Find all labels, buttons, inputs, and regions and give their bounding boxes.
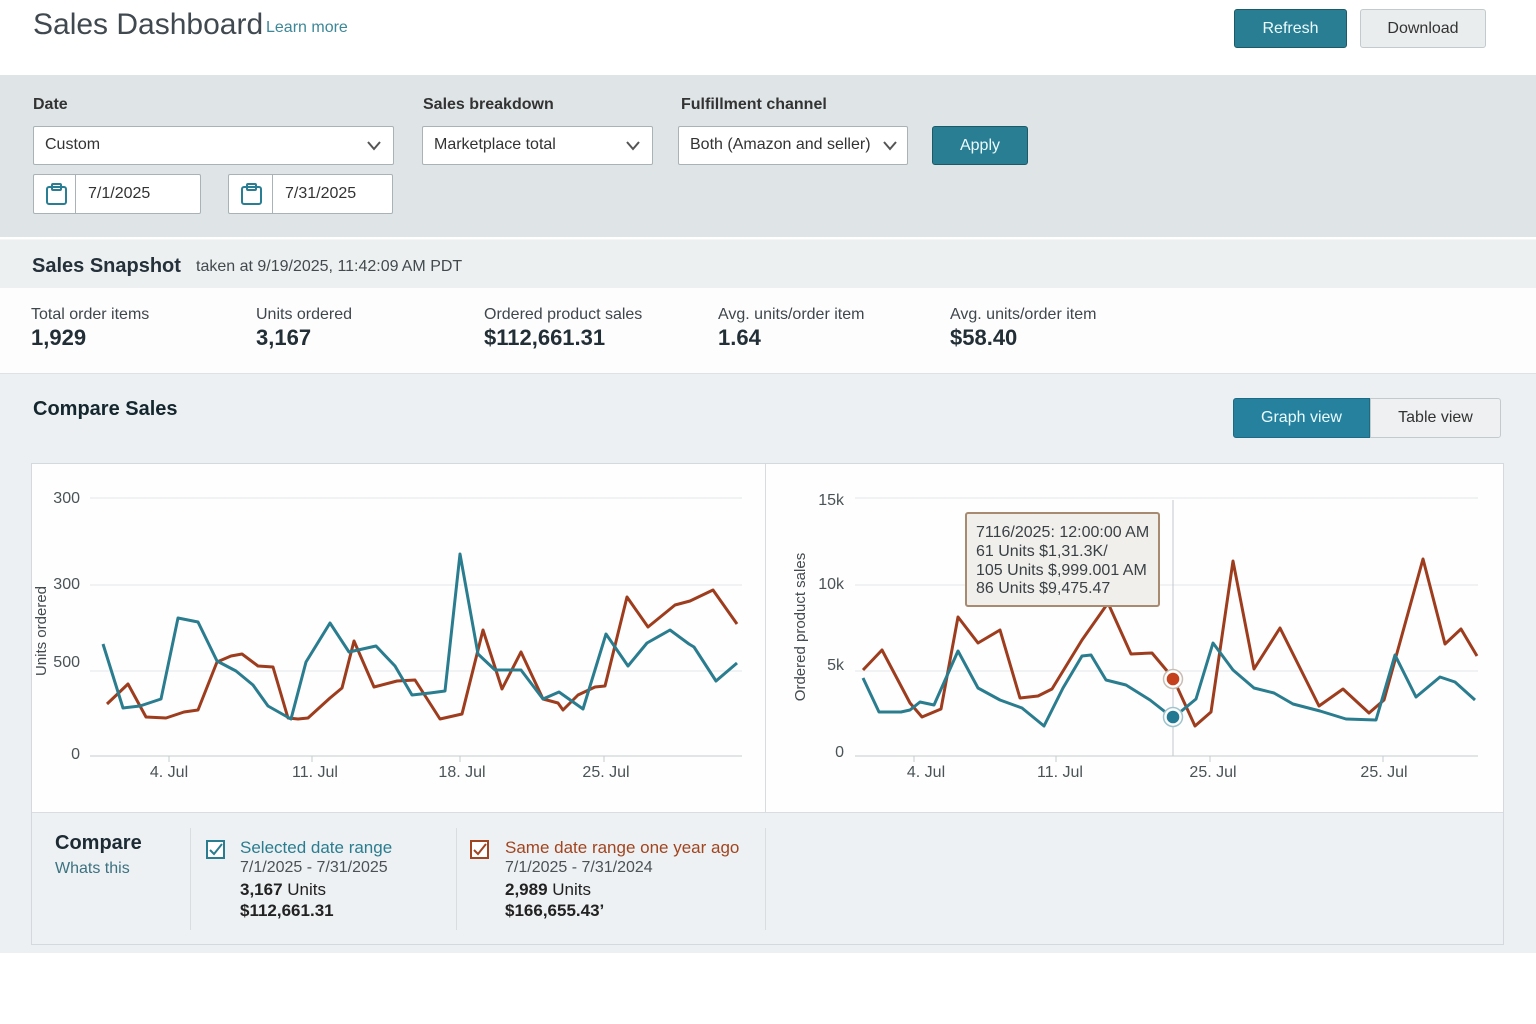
svg-text:5k: 5k xyxy=(827,657,845,674)
svg-text:4. Jul: 4. Jul xyxy=(150,764,188,781)
svg-text:61 Units $1,31.3K/: 61 Units $1,31.3K/ xyxy=(976,543,1108,560)
svg-text:105 Units $,999.001 AM: 105 Units $,999.001 AM xyxy=(976,562,1147,579)
svg-text:11. Jul: 11. Jul xyxy=(292,764,338,781)
svg-text:7116/2025: 12:00:00 AM: 7116/2025: 12:00:00 AM xyxy=(976,524,1149,541)
svg-text:25. Jul: 25. Jul xyxy=(1189,764,1236,781)
svg-text:10k: 10k xyxy=(818,576,845,593)
svg-text:15k: 15k xyxy=(818,492,845,509)
svg-text:300: 300 xyxy=(53,490,80,507)
svg-text:18. Jul: 18. Jul xyxy=(438,764,485,781)
svg-text:11. Jul: 11. Jul xyxy=(1037,764,1083,781)
svg-text:0: 0 xyxy=(835,744,844,761)
svg-text:25. Jul: 25. Jul xyxy=(1360,764,1407,781)
svg-text:Units ordered: Units ordered xyxy=(33,586,50,676)
svg-text:300: 300 xyxy=(53,576,80,593)
svg-text:Ordered product sales: Ordered product sales xyxy=(792,553,809,701)
svg-text:0: 0 xyxy=(71,746,80,763)
svg-text:86 Units $9,475.47: 86 Units $9,475.47 xyxy=(976,580,1110,597)
svg-text:4. Jul: 4. Jul xyxy=(907,764,945,781)
svg-text:25. Jul: 25. Jul xyxy=(582,764,629,781)
svg-text:500: 500 xyxy=(53,654,80,671)
